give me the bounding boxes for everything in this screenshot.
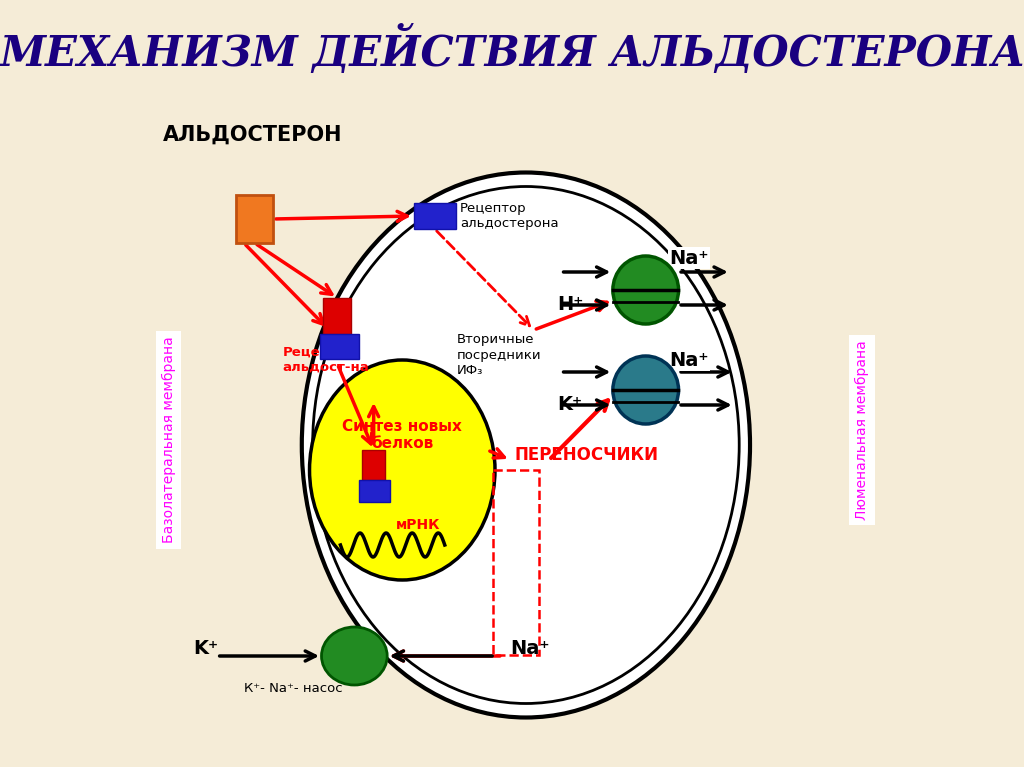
Text: Базолатеральная мембрана: Базолатеральная мембрана: [162, 337, 176, 543]
FancyBboxPatch shape: [324, 298, 351, 334]
Ellipse shape: [322, 627, 387, 685]
Text: К⁺- Na⁺- насос: К⁺- Na⁺- насос: [244, 682, 342, 694]
Text: K⁺: K⁺: [557, 396, 582, 414]
Text: Рецептор
альдостерона: Рецептор альдостерона: [460, 202, 559, 230]
FancyBboxPatch shape: [359, 480, 390, 502]
FancyBboxPatch shape: [362, 450, 385, 480]
Text: АЛЬДОСТЕРОН: АЛЬДОСТЕРОН: [163, 125, 342, 145]
Ellipse shape: [612, 356, 679, 424]
Text: Na⁺: Na⁺: [669, 249, 709, 268]
Text: Рецептор
альдост-на: Рецептор альдост-на: [283, 346, 370, 374]
FancyBboxPatch shape: [321, 334, 359, 359]
Text: Люменальная мембрана: Люменальная мембрана: [855, 340, 869, 520]
Text: K⁺: K⁺: [194, 638, 219, 657]
Text: Синтез новых
белков: Синтез новых белков: [342, 419, 462, 451]
Text: Na⁺: Na⁺: [669, 351, 709, 370]
FancyBboxPatch shape: [237, 195, 273, 243]
Text: Вторичные
посредники
ИФ₃: Вторичные посредники ИФ₃: [457, 334, 541, 377]
Text: ПЕРЕНОСЧИКИ: ПЕРЕНОСЧИКИ: [514, 446, 658, 464]
Text: мРНК: мРНК: [395, 518, 440, 532]
Ellipse shape: [309, 360, 495, 580]
Ellipse shape: [302, 173, 750, 717]
FancyBboxPatch shape: [414, 203, 457, 229]
Text: H⁺: H⁺: [557, 295, 584, 314]
Ellipse shape: [312, 186, 739, 703]
Text: Na⁺: Na⁺: [510, 638, 550, 657]
Text: МЕХАНИЗМ ДЕЙСТВИЯ АЛЬДОСТЕРОНА: МЕХАНИЗМ ДЕЙСТВИЯ АЛЬДОСТЕРОНА: [0, 25, 1024, 75]
Ellipse shape: [612, 256, 679, 324]
